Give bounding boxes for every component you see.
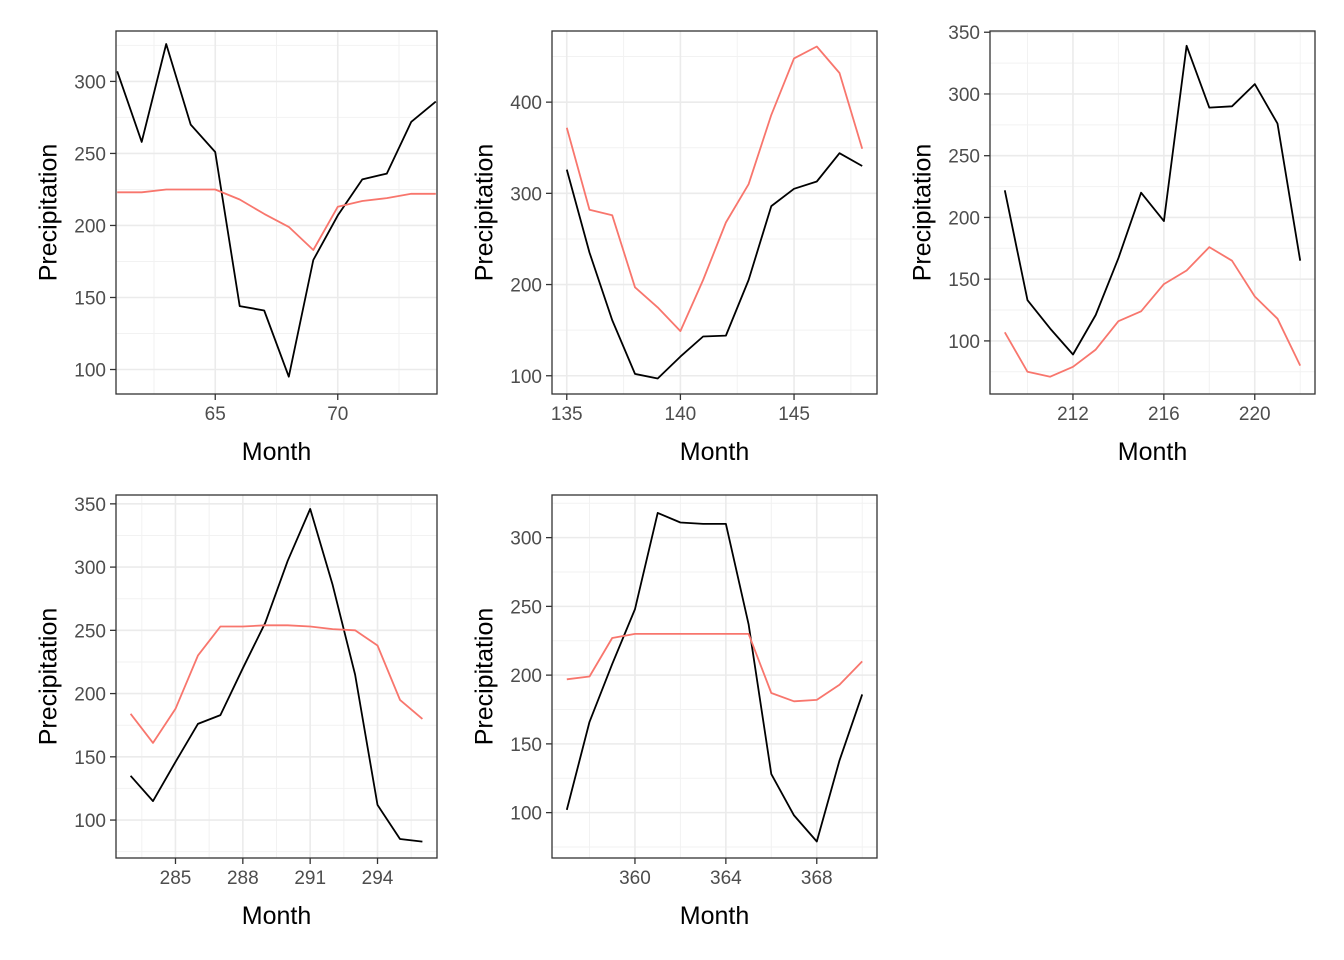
panel-border (115, 494, 438, 859)
x-tick-label: 294 (362, 868, 394, 889)
y-tick-label: 350 (948, 23, 980, 44)
x-axis-title: Month (242, 438, 311, 466)
x-tick-label: 70 (327, 404, 348, 425)
x-tick-label: 65 (205, 404, 226, 425)
gridlines (116, 495, 437, 858)
panel-background (552, 31, 877, 394)
chart-panel-2: 135 140 145 100 200 300 400 Month Precipitation (471, 30, 878, 466)
x-tick-label: 288 (227, 868, 259, 889)
series-line-1 (565, 152, 863, 380)
y-tick-label: 400 (510, 93, 542, 114)
x-tick-label: 216 (1148, 404, 1180, 425)
x-axis-title: Month (680, 902, 749, 930)
series-line-1 (129, 507, 423, 843)
y-axis-title: Precipitation (471, 608, 499, 746)
chart-panel-3: 212 216 220 100 150 200 250 300 350 Month Precipit… (909, 23, 1316, 466)
y-tick-label: 350 (74, 495, 106, 516)
x-tick-label: 368 (801, 868, 833, 889)
y-tick-label: 200 (510, 666, 542, 687)
gridlines (552, 31, 877, 394)
series-line-2 (566, 633, 863, 703)
x-tick-label: 285 (160, 868, 192, 889)
series-line-2 (117, 188, 436, 251)
y-tick-label: 100 (510, 367, 542, 388)
panel-background (552, 495, 877, 858)
y-axis-title: Precipitation (471, 144, 499, 282)
x-tick-label: 364 (710, 868, 742, 889)
series-line-2 (1004, 246, 1302, 378)
series-line-2 (565, 45, 864, 333)
y-tick-label: 100 (948, 332, 980, 353)
y-tick-label: 300 (74, 558, 106, 579)
y-tick-label: 300 (510, 184, 542, 205)
panel-background (990, 31, 1315, 394)
gridlines (990, 31, 1315, 394)
y-tick-label: 300 (74, 72, 106, 93)
x-tick-label: 291 (294, 868, 326, 889)
y-tick-label: 250 (948, 147, 980, 168)
chart-panel-5: 360 364 368 100 150 200 250 300 Month Precipitati… (471, 494, 878, 930)
gridlines (552, 495, 877, 858)
y-tick-label: 200 (948, 208, 980, 229)
y-tick-label: 100 (510, 804, 542, 825)
panel-border (989, 30, 1316, 395)
chart-panel-4: 285 288 291 294 100 150 200 250 300 350 Month Preci… (35, 494, 438, 930)
x-tick-label: 360 (619, 868, 651, 889)
chart-panel-1: 65 70 100 150 200 250 300 Month Precipitation (35, 30, 438, 466)
y-tick-label: 300 (948, 85, 980, 106)
x-axis-title: Month (680, 438, 749, 466)
y-tick-label: 250 (74, 621, 106, 642)
x-tick-label: 145 (778, 404, 810, 425)
x-tick-label: 212 (1057, 404, 1089, 425)
y-tick-label: 200 (510, 276, 542, 297)
x-tick-label: 220 (1239, 404, 1271, 425)
y-tick-label: 150 (510, 735, 542, 756)
y-tick-label: 200 (74, 216, 106, 237)
y-axis-title: Precipitation (909, 144, 937, 282)
y-axis-title: Precipitation (35, 144, 63, 282)
y-tick-label: 300 (510, 529, 542, 550)
series-line-1 (565, 512, 864, 843)
gridlines (116, 31, 437, 394)
panel-border (115, 30, 438, 395)
y-tick-label: 100 (74, 811, 106, 832)
y-axis-title: Precipitation (35, 608, 63, 746)
y-tick-label: 100 (74, 361, 106, 382)
y-tick-label: 250 (510, 597, 542, 618)
series-line-1 (1003, 44, 1302, 356)
y-tick-label: 250 (74, 144, 106, 165)
series-line-2 (129, 624, 423, 744)
y-tick-label: 150 (74, 288, 106, 309)
y-tick-label: 200 (74, 685, 106, 706)
y-tick-label: 150 (948, 270, 980, 291)
panel-border (551, 494, 878, 859)
panel-border (551, 30, 878, 395)
y-tick-label: 150 (74, 748, 106, 769)
x-axis-title: Month (242, 902, 311, 930)
x-tick-label: 140 (665, 404, 697, 425)
x-axis-title: Month (1118, 438, 1187, 466)
x-tick-label: 135 (551, 404, 583, 425)
series-line-1 (116, 43, 437, 378)
